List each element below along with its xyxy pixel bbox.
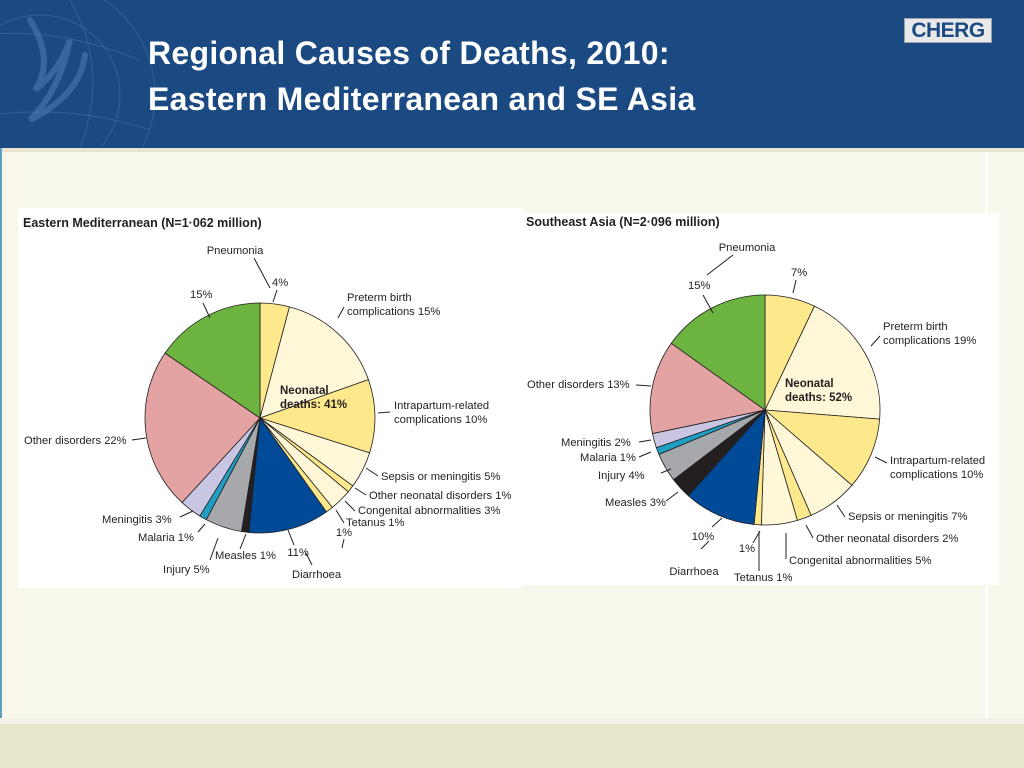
leader-line bbox=[197, 523, 206, 533]
diarrhoea-label: Diarrhoea bbox=[669, 566, 719, 578]
chart-title: Eastern Mediterranean (N=1·062 million) bbox=[23, 216, 262, 230]
pneumonia-label: Pneumonia bbox=[207, 245, 264, 257]
pie-slice-other-disorders bbox=[649, 342, 766, 435]
percent-label: 1% bbox=[739, 543, 755, 555]
slide-header: Regional Causes of Deaths, 2010: Eastern… bbox=[0, 0, 1024, 148]
leader-line bbox=[344, 500, 356, 512]
southeast-asia-pie-chart: Southeast Asia (N=2·096 million) Neonata… bbox=[526, 215, 985, 584]
slice-label-tetanus: Tetanus 1% bbox=[346, 517, 405, 529]
header-divider bbox=[0, 148, 1024, 152]
decorative-globe-icon bbox=[0, 0, 156, 148]
leader-line bbox=[702, 294, 714, 314]
leader-line bbox=[202, 302, 211, 319]
diarrhoea-label: Diarrhoea bbox=[292, 569, 342, 581]
slice-label-meningitis: Meningitis 2% bbox=[561, 437, 631, 449]
leader-line bbox=[870, 335, 881, 347]
slice-label-intrapartum: Intrapartum-related complications 10% bbox=[890, 455, 985, 481]
slice-label-intrapartum: Intrapartum-related complications 10% bbox=[394, 400, 489, 426]
leader-line bbox=[711, 517, 723, 528]
slice-label-pneumonia-postneonatal: 15% bbox=[190, 289, 212, 301]
slice-label-diarrhoea: 10% bbox=[692, 531, 714, 543]
slide-footer bbox=[0, 718, 1024, 768]
leader-line bbox=[700, 540, 710, 550]
leader-line bbox=[365, 467, 379, 477]
leader-line bbox=[792, 279, 797, 294]
leader-line bbox=[341, 538, 345, 549]
slice-label-other-neonatal: Other neonatal disorders 2% bbox=[816, 533, 958, 545]
leader-line bbox=[638, 439, 652, 443]
slice-label-sepsis: Sepsis or meningitis 5% bbox=[381, 471, 500, 483]
pie-slice-intrapartum bbox=[763, 409, 881, 486]
slice-label-other-disorders: Other disorders 13% bbox=[527, 379, 630, 391]
pie-slice-preterm bbox=[764, 305, 881, 420]
slice-label-other-neonatal: Other neonatal disorders 1% bbox=[369, 490, 511, 502]
leader-line bbox=[752, 530, 761, 544]
neonatal-center-label: Neonatal deaths: 52% bbox=[785, 378, 852, 404]
slice-label-tetanus: Tetanus 1% bbox=[734, 572, 793, 584]
pie-slice-pneumonia-postneonatal bbox=[164, 302, 261, 419]
leader-line bbox=[665, 491, 679, 502]
slide-title: Regional Causes of Deaths, 2010: Eastern… bbox=[148, 30, 696, 122]
slice-label-congenital: Congenital abnormalities 5% bbox=[789, 555, 931, 567]
leader-line bbox=[335, 509, 345, 524]
slice-label-injury: Injury 5% bbox=[163, 564, 210, 576]
eastern-mediterranean-pie-chart: Eastern Mediterranean (N=1·062 million) … bbox=[23, 216, 511, 581]
pneumonia-label: Pneumonia bbox=[719, 242, 776, 254]
leader-line bbox=[805, 524, 814, 539]
pie-slice-diarrhoea bbox=[248, 416, 327, 534]
leader-line bbox=[131, 437, 147, 441]
percent-label: 1% bbox=[336, 527, 352, 539]
slice-label-malaria: Malaria 1% bbox=[138, 532, 194, 544]
slice-label-pneumonia: 4% bbox=[272, 277, 288, 289]
slice-label-malaria: Malaria 1% bbox=[580, 452, 636, 464]
slice-label-measles: Measles 1% bbox=[215, 550, 276, 562]
slice-label-sepsis: Sepsis or meningitis 7% bbox=[848, 511, 967, 523]
leader-line bbox=[239, 533, 247, 550]
slice-label-meningitis: Meningitis 3% bbox=[102, 514, 172, 526]
leader-line bbox=[354, 487, 367, 496]
slice-label-pneumonia: 7% bbox=[791, 267, 807, 279]
cherg-logo: CHERG bbox=[904, 18, 992, 43]
leader-line bbox=[253, 257, 271, 289]
leader-line bbox=[635, 384, 652, 387]
slice-label-preterm: Preterm birth complications 19% bbox=[883, 321, 976, 347]
pie-slice-diarrhoea bbox=[687, 408, 766, 525]
leader-line bbox=[638, 451, 652, 458]
slice-label-pneumonia-postneonatal: 15% bbox=[688, 280, 710, 292]
pie-slice-pneumonia-postneonatal bbox=[670, 294, 766, 411]
leader-line bbox=[209, 537, 219, 561]
neonatal-center-label: Neonatal deaths: 41% bbox=[280, 385, 347, 411]
slice-label-measles: Measles 3% bbox=[605, 497, 666, 509]
eastern-mediterranean-chart-panel: Eastern Mediterranean (N=1·062 million) … bbox=[18, 208, 523, 588]
leader-line bbox=[272, 289, 278, 303]
leader-line bbox=[874, 456, 888, 464]
slice-label-congenital: Congenital abnormalities 3% bbox=[358, 505, 500, 517]
pie-slice-intrapartum bbox=[258, 379, 376, 454]
leader-line bbox=[660, 468, 672, 474]
slide-title-line-2: Eastern Mediterranean and SE Asia bbox=[148, 81, 696, 117]
slice-label-other-disorders: Other disorders 22% bbox=[24, 435, 127, 447]
slice-label-diarrhoea: 11% bbox=[287, 547, 309, 559]
left-border bbox=[0, 148, 2, 718]
slice-label-injury: Injury 4% bbox=[598, 470, 645, 482]
leader-line bbox=[287, 529, 295, 546]
southeast-asia-chart-panel: Southeast Asia (N=2·096 million) Neonata… bbox=[523, 213, 999, 585]
leader-line bbox=[377, 411, 391, 414]
slice-label-preterm: Preterm birth complications 15% bbox=[347, 292, 440, 318]
leader-line bbox=[706, 254, 734, 276]
leader-line bbox=[179, 510, 194, 518]
leader-line bbox=[305, 552, 313, 566]
chart-title: Southeast Asia (N=2·096 million) bbox=[526, 215, 720, 229]
pie-slice-other-disorders bbox=[144, 352, 261, 504]
slide-title-line-1: Regional Causes of Deaths, 2010: bbox=[148, 35, 670, 71]
leader-line bbox=[337, 306, 345, 319]
pie-slice-preterm bbox=[259, 306, 369, 419]
leader-line bbox=[836, 504, 846, 518]
